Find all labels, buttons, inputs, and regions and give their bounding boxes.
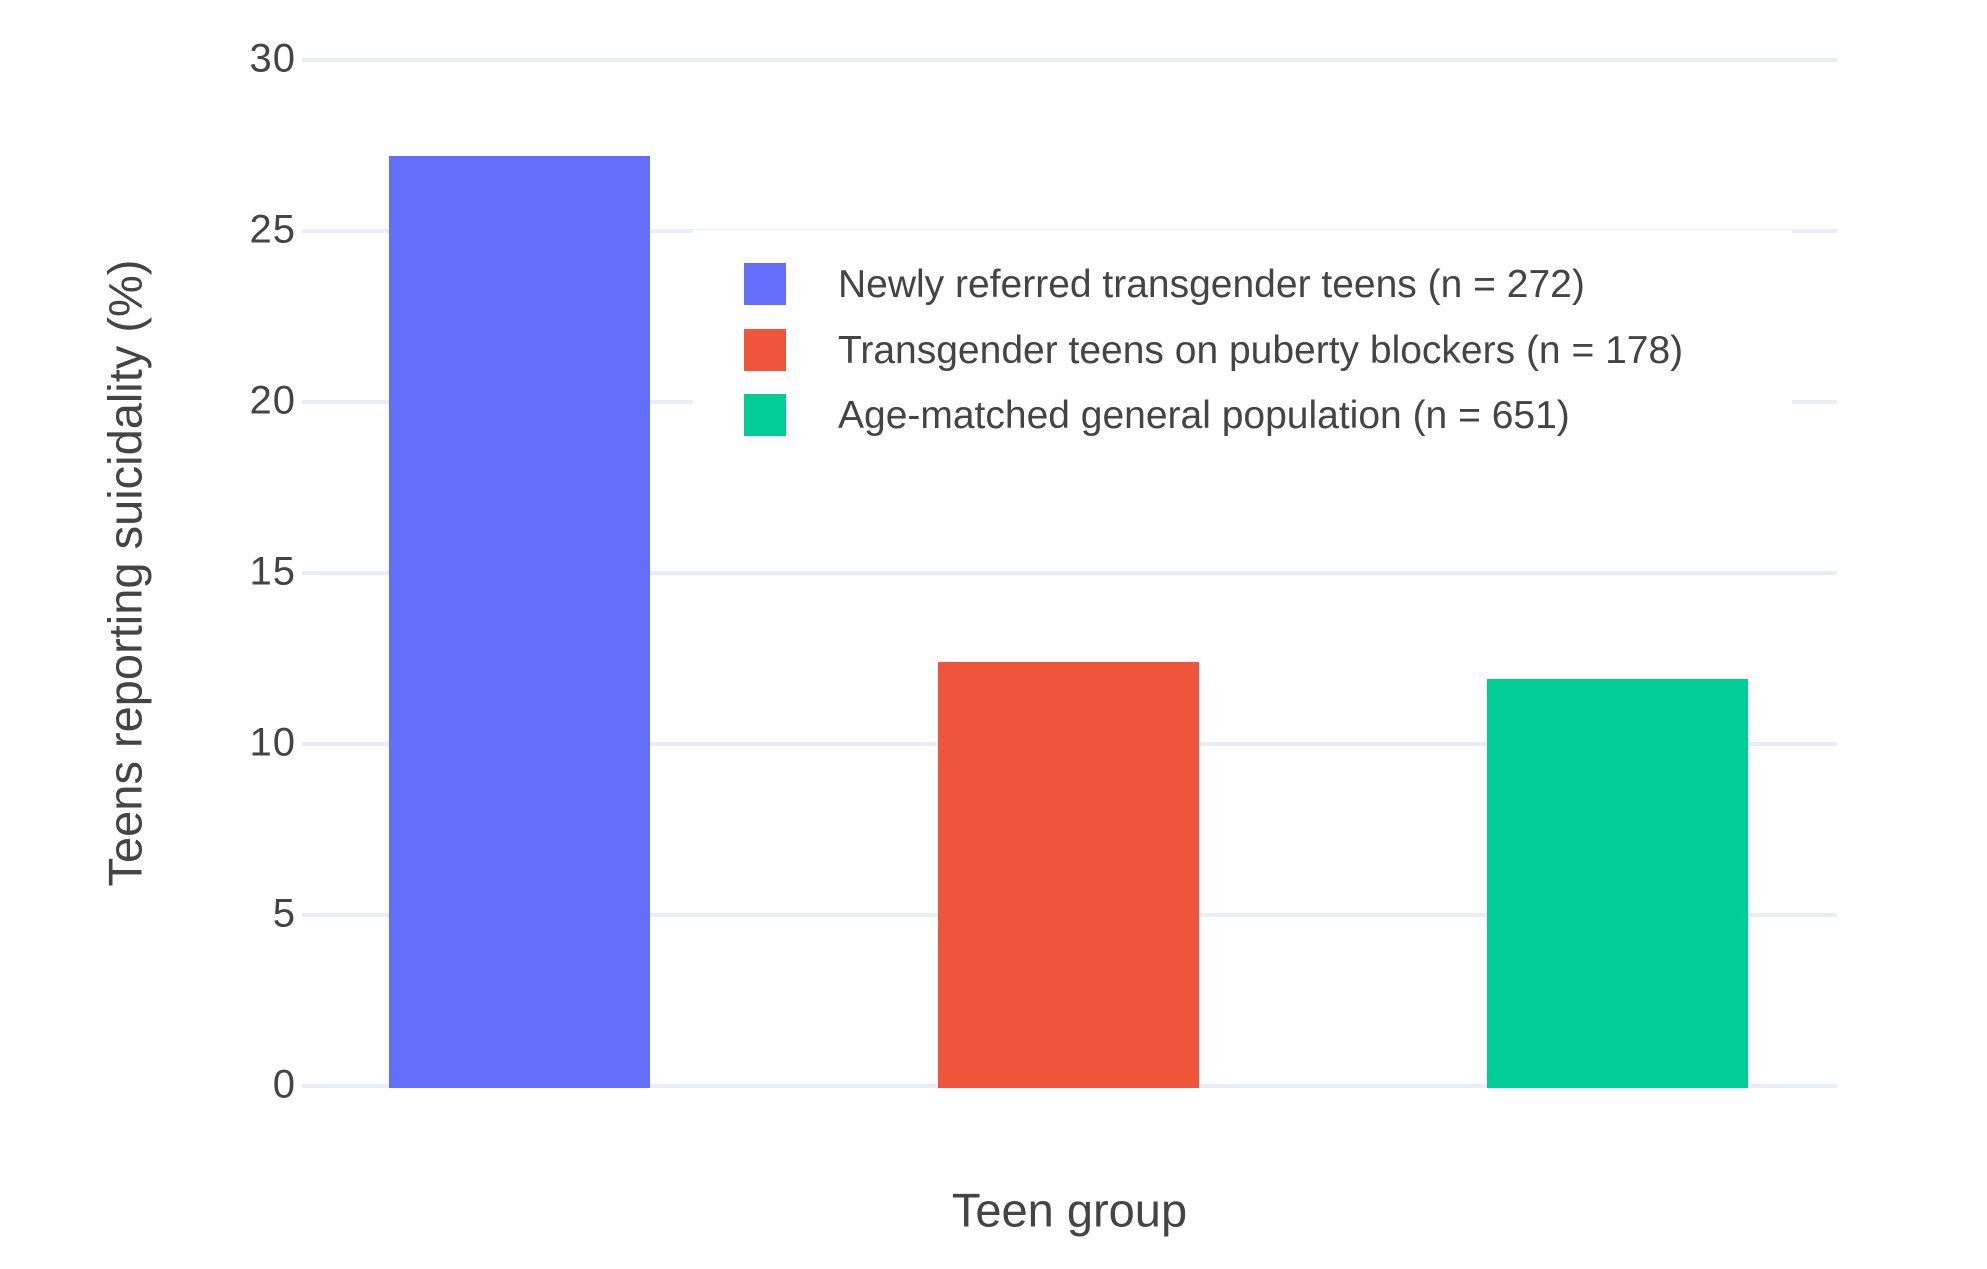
legend-item[interactable]: Newly referred transgender teens (n = 27… xyxy=(693,263,1792,306)
bar xyxy=(938,661,1199,1088)
legend-swatch xyxy=(744,263,786,305)
legend-swatch xyxy=(744,394,786,436)
y-axis-title: Teens reporting suicidality (%) xyxy=(98,259,152,887)
y-tick-label: 20 xyxy=(249,378,296,423)
y-tick-label: 15 xyxy=(249,549,296,594)
y-tick-label: 5 xyxy=(272,891,296,936)
y-tick-label: 0 xyxy=(272,1062,296,1107)
y-tick-label: 25 xyxy=(249,207,296,252)
legend: Newly referred transgender teens (n = 27… xyxy=(693,230,1792,460)
legend-label: Age-matched general population (n = 651) xyxy=(838,394,1570,437)
legend-label: Transgender teens on puberty blockers (n… xyxy=(838,328,1684,372)
legend-item[interactable]: Age-matched general population (n = 651) xyxy=(693,394,1792,437)
y-tick-label: 30 xyxy=(249,36,296,81)
y-gridline xyxy=(302,571,1837,575)
legend-swatch xyxy=(744,328,786,371)
bar xyxy=(389,155,650,1088)
bar xyxy=(1487,679,1748,1088)
y-gridline xyxy=(302,58,1837,62)
x-axis-title: Teen group xyxy=(951,1183,1188,1237)
y-tick-label: 10 xyxy=(249,720,296,765)
legend-item[interactable]: Transgender teens on puberty blockers (n… xyxy=(693,328,1792,372)
legend-label: Newly referred transgender teens (n = 27… xyxy=(838,263,1585,306)
